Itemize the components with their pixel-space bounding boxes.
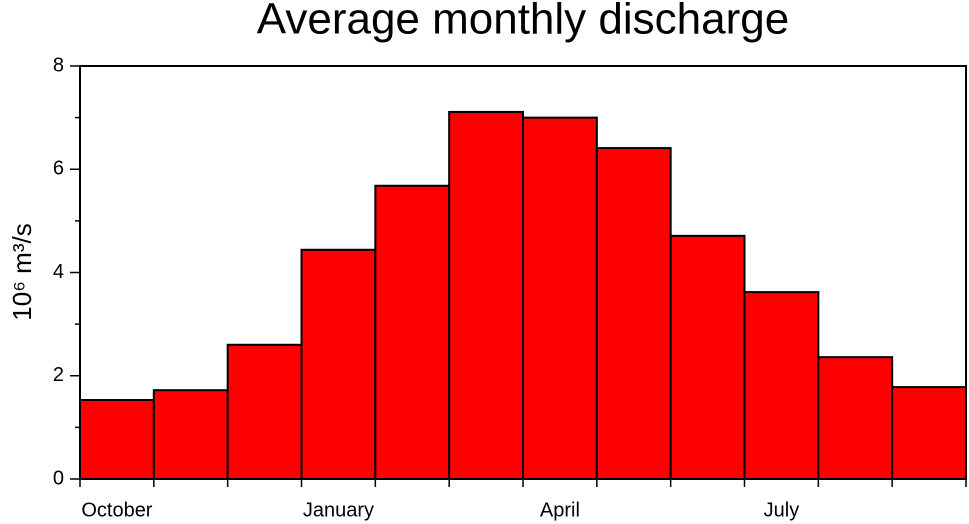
bar <box>595 147 672 481</box>
x-tick-label: July <box>764 499 800 521</box>
y-axis-label: 10⁶ m³/s <box>7 223 37 320</box>
bar <box>448 110 524 480</box>
y-tick-label: 0 <box>53 467 64 489</box>
x-tick-label: January <box>303 499 374 521</box>
bar <box>743 291 820 480</box>
bar <box>669 234 746 480</box>
x-tick-label: April <box>540 499 580 521</box>
bar <box>152 389 229 480</box>
y-tick-label: 2 <box>53 364 64 386</box>
bar <box>79 399 155 481</box>
x-tick-label: October <box>81 499 152 521</box>
bar <box>817 356 894 481</box>
bar <box>374 184 451 481</box>
bar <box>891 386 968 481</box>
chart-title: Average monthly discharge <box>257 0 789 44</box>
bar <box>300 248 377 480</box>
bar <box>522 116 598 480</box>
y-tick-label: 6 <box>53 158 64 180</box>
y-tick-label: 4 <box>53 261 64 283</box>
bar <box>226 343 303 480</box>
y-tick-label: 8 <box>53 54 64 76</box>
